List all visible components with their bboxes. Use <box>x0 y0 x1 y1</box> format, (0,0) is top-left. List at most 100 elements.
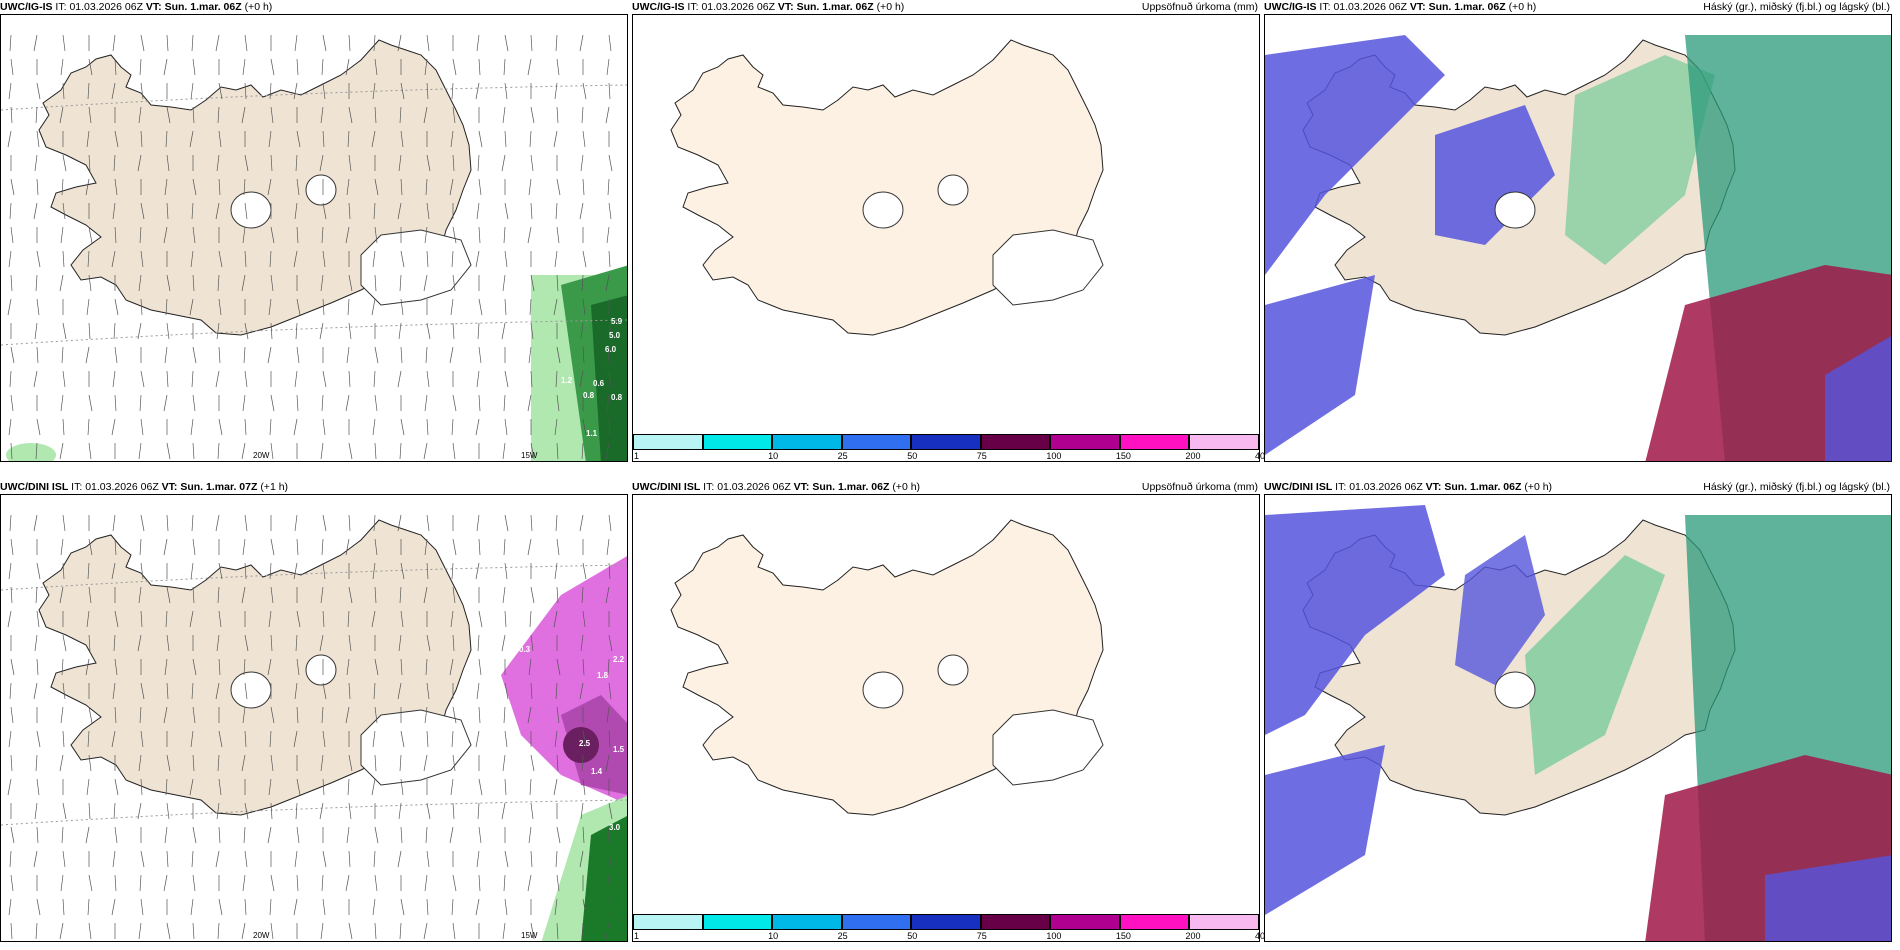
wind-barb <box>243 178 246 196</box>
wind-barb <box>400 898 405 916</box>
wind-barb <box>216 154 220 172</box>
wind-barb <box>475 730 480 748</box>
wind-barb <box>140 298 143 316</box>
wind-barb <box>33 370 38 388</box>
wind-barb <box>501 634 506 652</box>
wind-barb <box>112 202 116 220</box>
wind-barb <box>530 586 535 604</box>
wind-barb <box>397 514 402 532</box>
wind-barb <box>137 154 142 172</box>
wind-barb <box>10 178 15 196</box>
legend-tick-label: 50 <box>907 451 918 461</box>
wind-barb <box>504 418 508 436</box>
wind-barb <box>10 538 14 556</box>
wind-barb <box>582 730 587 748</box>
wind-barb <box>608 898 611 916</box>
wind-barb <box>114 610 119 628</box>
legend-color-box <box>911 434 981 450</box>
wind-barb <box>112 34 116 52</box>
wind-barb <box>554 898 558 916</box>
wind-barb <box>399 274 402 292</box>
wind-barb <box>397 682 402 700</box>
wind-barb <box>530 514 533 532</box>
wind-barb <box>556 394 560 412</box>
panel-header: UWC/DINI ISL IT: 01.03.2026 06Z VT: Sun.… <box>632 481 1258 493</box>
wind-barb <box>504 250 508 268</box>
wind-barb <box>36 298 40 316</box>
wind-barb <box>267 826 272 844</box>
wind-barb <box>192 106 195 124</box>
wind-barb <box>140 418 144 436</box>
panel-precip-igis: UWC/IG-IS IT: 01.03.2026 06Z VT: Sun. 1.… <box>632 0 1270 462</box>
wind-barb <box>449 658 454 676</box>
wind-barb <box>556 226 560 244</box>
wind-barb <box>62 418 65 436</box>
wind-barb <box>88 706 93 724</box>
wind-barb <box>426 154 431 172</box>
wind-barb <box>556 178 561 196</box>
wind-barb <box>242 874 246 892</box>
wind-barbs <box>7 34 613 460</box>
wind-map[interactable]: 20W 15W 0.3 1.8 2.2 2.5 1.5 1.4 3.0 <box>0 494 628 942</box>
wind-barb <box>9 682 12 700</box>
wind-barb <box>582 778 586 796</box>
wind-barb <box>296 226 299 244</box>
wind-barb <box>529 610 532 628</box>
wind-barb <box>606 706 610 724</box>
wind-barb <box>296 706 299 724</box>
wind-barb <box>373 202 376 220</box>
wind-barb <box>166 154 170 172</box>
wind-map[interactable]: 20W 15W 5.9 5.0 6.0 1.2 0.6 0.8 0.8 1.1 <box>0 14 628 462</box>
wind-barb <box>10 826 15 844</box>
wind-barb <box>424 226 428 244</box>
wind-barb <box>478 130 483 148</box>
wind-barb <box>373 370 376 388</box>
wind-barb <box>556 658 561 676</box>
wind-barb <box>504 682 509 700</box>
wind-barb <box>348 802 352 820</box>
cloud-map[interactable] <box>1264 14 1892 462</box>
wind-barb <box>400 730 405 748</box>
wind-barb <box>35 106 38 124</box>
wind-barb <box>556 274 559 292</box>
wind-barb <box>321 874 324 892</box>
wind-barb <box>244 202 248 220</box>
wind-barb <box>374 274 377 292</box>
wind-barb <box>296 658 300 676</box>
precip-map[interactable] <box>632 494 1260 942</box>
wind-barb <box>606 874 610 892</box>
wind-barb <box>322 130 325 148</box>
wind-barb <box>88 394 93 412</box>
wind-barb <box>530 322 534 340</box>
wind-barb <box>10 874 14 892</box>
wind-barb <box>426 562 429 580</box>
wind-barb <box>138 922 142 940</box>
wind-barb <box>319 634 324 652</box>
wind-barb <box>293 250 298 268</box>
wind-barb <box>35 442 38 460</box>
wind-barb <box>244 562 247 580</box>
wind-barb <box>10 394 14 412</box>
wind-barb <box>581 586 584 604</box>
wind-barb <box>34 154 38 172</box>
wind-barb <box>242 538 246 556</box>
wind-barb <box>348 154 352 172</box>
wind-barb <box>190 562 194 580</box>
legend-tick-label: 10 <box>768 931 779 941</box>
wind-barb <box>85 658 90 676</box>
wind-barb <box>397 34 402 52</box>
wind-barb <box>398 322 402 340</box>
wind-barb <box>192 706 196 724</box>
wind-barb <box>478 394 481 412</box>
wind-barb <box>475 250 480 268</box>
wind-barb <box>113 802 116 820</box>
precip-map[interactable] <box>632 14 1260 462</box>
wind-barb <box>114 826 118 844</box>
cloud-map[interactable] <box>1264 494 1892 942</box>
wind-barb <box>322 610 325 628</box>
wind-barb <box>477 802 480 820</box>
wind-barb <box>191 202 194 220</box>
wind-barb <box>192 178 197 196</box>
wind-barb <box>502 442 506 460</box>
wind-barb <box>165 610 168 628</box>
